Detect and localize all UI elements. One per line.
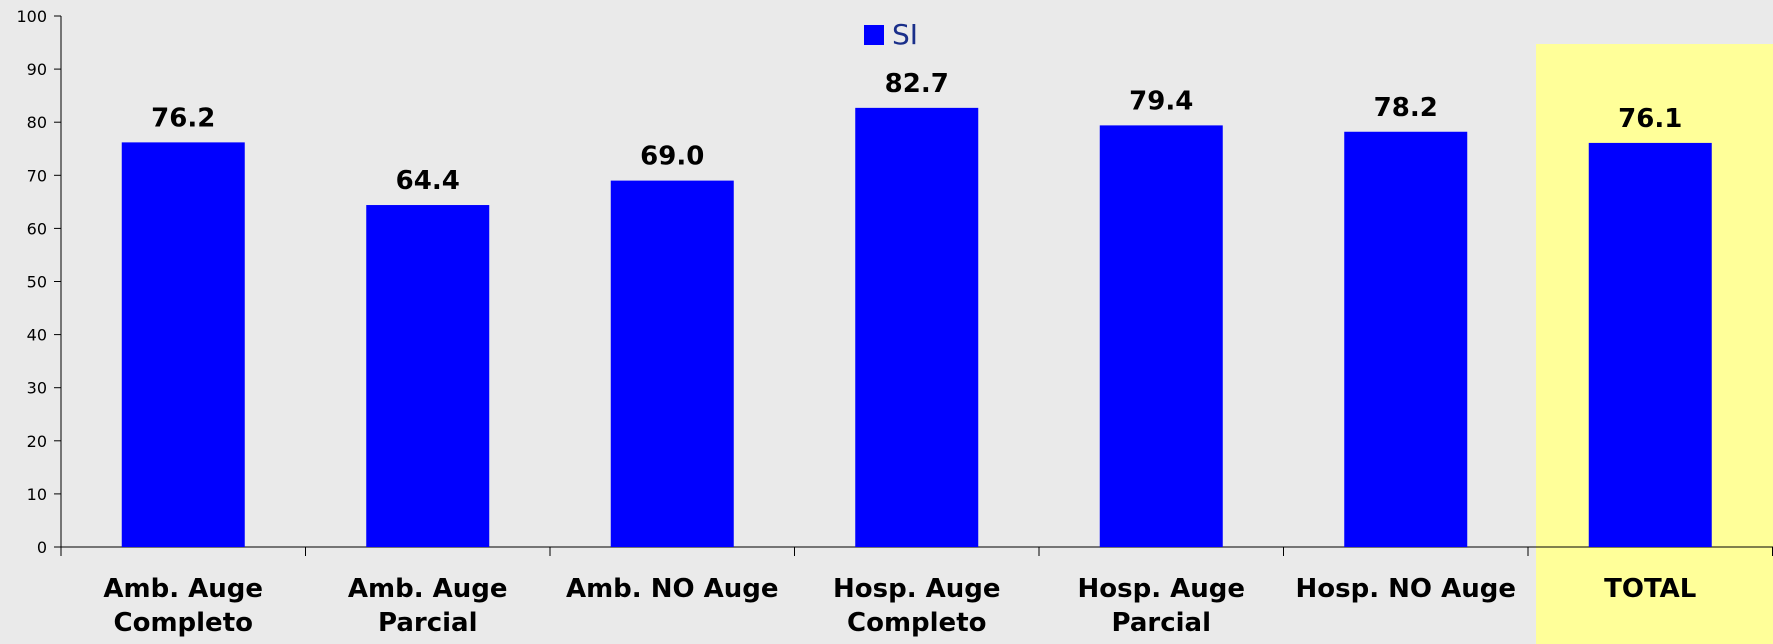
y-tick-label: 70 [27, 166, 47, 185]
y-tick-label: 50 [27, 273, 47, 292]
category-label-3: Completo [847, 608, 986, 638]
data-label-2: 69.0 [640, 142, 704, 172]
data-label-0: 76.2 [151, 103, 215, 133]
bar-5 [1344, 131, 1468, 547]
bar-4 [1099, 125, 1223, 548]
category-label-5: Hosp. NO Auge [1296, 574, 1516, 604]
bar-6 [1588, 142, 1712, 547]
category-label-0: Completo [114, 608, 253, 638]
category-label-1: Amb. Auge [348, 574, 508, 604]
category-label-1: Parcial [378, 608, 478, 638]
category-label-4: Hosp. Auge [1077, 574, 1245, 604]
y-tick-label: 100 [16, 7, 47, 26]
y-tick-label: 10 [27, 485, 47, 504]
data-label-5: 78.2 [1374, 93, 1438, 123]
category-label-4: Parcial [1111, 608, 1211, 638]
category-label-6: TOTAL [1604, 574, 1696, 604]
y-tick-label: 20 [27, 432, 47, 451]
category-label-0: Amb. Auge [103, 574, 263, 604]
y-tick-label: 90 [27, 60, 47, 79]
category-label-3: Hosp. Auge [833, 574, 1001, 604]
data-label-4: 79.4 [1129, 86, 1193, 116]
bar-1 [366, 205, 490, 547]
bar-2 [610, 180, 734, 548]
y-tick-label: 30 [27, 379, 47, 398]
data-label-1: 64.4 [396, 166, 460, 196]
y-tick-label: 60 [27, 219, 47, 238]
y-tick-label: 80 [27, 113, 47, 132]
y-tick-label: 40 [27, 326, 47, 345]
category-label-2: Amb. NO Auge [566, 574, 779, 604]
bar-0 [121, 142, 245, 548]
data-label-6: 76.1 [1618, 104, 1682, 134]
bar-3 [855, 107, 979, 547]
legend: SI [864, 18, 918, 51]
data-label-3: 82.7 [885, 69, 949, 99]
legend-label: SI [892, 18, 918, 51]
legend-swatch [864, 25, 884, 45]
y-tick-label: 0 [37, 538, 47, 557]
